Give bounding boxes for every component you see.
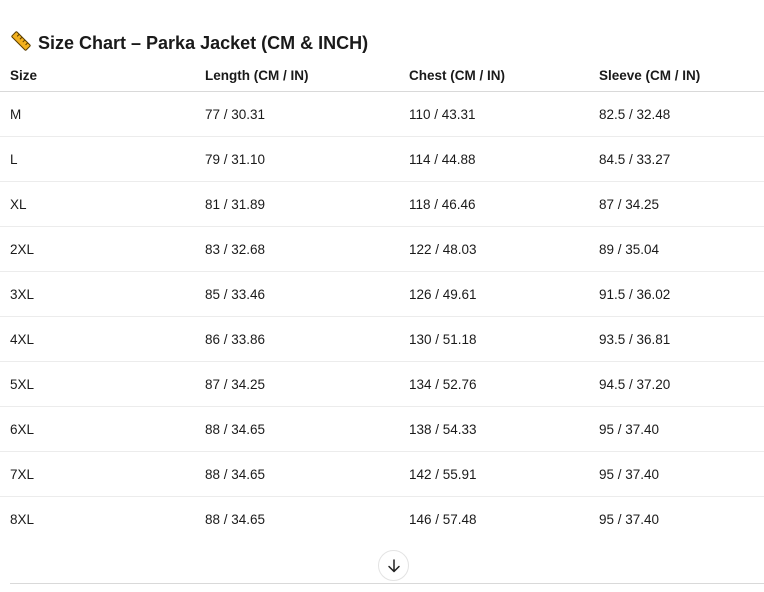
table-row: 6XL 88 / 34.65 138 / 54.33 95 / 37.40 bbox=[0, 406, 764, 452]
table-row: L 79 / 31.10 114 / 44.88 84.5 / 33.27 bbox=[0, 136, 764, 182]
table-cell: 4XL bbox=[0, 316, 205, 362]
table-cell: 114 / 44.88 bbox=[409, 136, 599, 182]
table-cell: 94.5 / 37.20 bbox=[599, 361, 764, 407]
column-header: Sleeve (CM / IN) bbox=[599, 60, 764, 92]
table-cell: 87 / 34.25 bbox=[599, 181, 764, 227]
header-row: Size Length (CM / IN) Chest (CM / IN) Sleev… bbox=[0, 60, 764, 92]
table-cell: 81 / 31.89 bbox=[205, 181, 409, 227]
table-row: 4XL 86 / 33.86 130 / 51.18 93.5 / 36.81 bbox=[0, 316, 764, 362]
scroll-down-button[interactable] bbox=[378, 550, 409, 581]
table-cell: 84.5 / 33.27 bbox=[599, 136, 764, 182]
column-header: Length (CM / IN) bbox=[205, 60, 409, 92]
table-cell: 88 / 34.65 bbox=[205, 451, 409, 497]
table-cell: 87 / 34.25 bbox=[205, 361, 409, 407]
table-cell: 88 / 34.65 bbox=[205, 511, 266, 527]
table-cell: 7XL bbox=[0, 451, 205, 497]
table-cell: 122 / 48.03 bbox=[409, 226, 599, 272]
page-title: Size Chart – Parka Jacket (CM & INCH) bbox=[10, 30, 368, 57]
table-cell: 77 / 30.31 bbox=[205, 91, 409, 137]
table-cell: 6XL bbox=[0, 406, 205, 452]
table-cell: 3XL bbox=[0, 271, 205, 317]
table-row: XL 81 / 31.89 118 / 46.46 87 / 34.25 bbox=[0, 181, 764, 227]
table-row: 5XL 87 / 34.25 134 / 52.76 94.5 / 37.20 bbox=[0, 361, 764, 407]
table-cell: 2XL bbox=[0, 226, 205, 272]
table-cell: 86 / 33.86 bbox=[205, 316, 409, 362]
table-row: 2XL 83 / 32.68 122 / 48.03 89 / 35.04 bbox=[0, 226, 764, 272]
table-cell: 79 / 31.10 bbox=[205, 136, 409, 182]
title-text: Size Chart – Parka Jacket (CM & INCH) bbox=[38, 33, 369, 53]
table-cell: 138 / 54.33 bbox=[409, 406, 599, 452]
table-cell: 91.5 / 36.02 bbox=[599, 271, 764, 317]
table-cell: 118 / 46.46 bbox=[409, 181, 599, 227]
table-row: 7XL 88 / 34.65 142 / 55.91 95 / 37.40 bbox=[0, 451, 764, 497]
table-cell: 95 / 37.40 bbox=[599, 451, 764, 497]
table-row: M 77 / 30.31 110 / 43.31 82.5 / 32.48 bbox=[0, 91, 764, 137]
table-cell: M bbox=[0, 91, 205, 137]
table-row: 8XL 88 / 34.65 146 / 57.48 95 / 37.40 bbox=[0, 497, 764, 542]
table-cell: 130 / 51.18 bbox=[409, 316, 599, 362]
table-row: 3XL 85 / 33.46 126 / 49.61 91.5 / 36.02 bbox=[0, 271, 764, 317]
table-cell: 95 / 37.40 bbox=[599, 406, 764, 452]
table-cell: 5XL bbox=[0, 361, 205, 407]
table-cell: 93.5 / 36.81 bbox=[599, 316, 764, 362]
table-cell: 134 / 52.76 bbox=[409, 361, 599, 407]
arrow-down-icon bbox=[387, 558, 400, 572]
table-cell: 85 / 33.46 bbox=[205, 271, 409, 317]
table-cell: XL bbox=[0, 181, 205, 227]
table-cell: 110 / 43.31 bbox=[409, 91, 599, 137]
divider bbox=[10, 583, 764, 584]
table-cell: 142 / 55.91 bbox=[409, 451, 599, 497]
table-cell: 8XL bbox=[10, 511, 35, 527]
table-cell: 146 / 57.48 bbox=[409, 511, 477, 527]
table-cell: 82.5 / 32.48 bbox=[599, 91, 764, 137]
table-cell: 83 / 32.68 bbox=[205, 226, 409, 272]
size-chart-table: Size Length (CM / IN) Chest (CM / IN) Sleev… bbox=[0, 60, 764, 541]
table-cell: 89 / 35.04 bbox=[599, 226, 764, 272]
column-header: Size bbox=[0, 60, 205, 92]
ruler-icon bbox=[10, 30, 32, 57]
table-cell: 95 / 37.40 bbox=[599, 511, 660, 527]
table-cell: 88 / 34.65 bbox=[205, 406, 409, 452]
table-cell: 126 / 49.61 bbox=[409, 271, 599, 317]
column-header: Chest (CM / IN) bbox=[409, 60, 599, 92]
table-cell: L bbox=[0, 136, 205, 182]
